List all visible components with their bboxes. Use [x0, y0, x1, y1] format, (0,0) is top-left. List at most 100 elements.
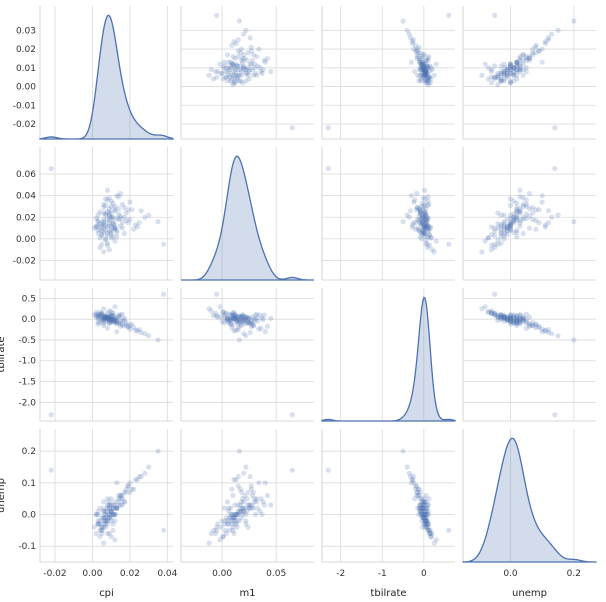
scatter-point [119, 322, 126, 328]
scatter-point [230, 61, 236, 67]
scatter-point [247, 329, 253, 336]
scatter-point [104, 242, 111, 248]
scatter-point [422, 68, 428, 75]
scatter-point [511, 214, 517, 220]
scatter-point [498, 72, 504, 78]
scatter-point [498, 230, 504, 237]
scatter-point [123, 489, 129, 495]
scatter-point [101, 306, 107, 312]
scatter-point [422, 499, 428, 505]
scatter-point [520, 317, 526, 323]
scatter-point [419, 53, 426, 60]
scatter-point [409, 477, 415, 483]
scatter-point [247, 473, 253, 480]
scatter-point [134, 477, 141, 483]
scatter-point [427, 224, 434, 230]
scatter-point [492, 74, 498, 80]
scatter-point [114, 480, 120, 486]
scatter-point [114, 320, 120, 326]
scatter-point [110, 318, 116, 324]
scatter-point [517, 187, 523, 193]
scatter-point [213, 530, 219, 537]
scatter-point [230, 310, 236, 316]
scatter-point [106, 502, 112, 508]
scatter-point [112, 318, 118, 324]
scatter-point [233, 327, 239, 333]
scatter-point [495, 72, 501, 78]
scatter-point [260, 67, 266, 73]
scatter-point [101, 314, 107, 321]
scatter-point [232, 312, 238, 318]
scatter-point [423, 511, 429, 518]
scatter-point [104, 530, 111, 537]
scatter-point [102, 508, 109, 514]
scatter-point [423, 78, 429, 84]
scatter-point [250, 52, 257, 58]
scatter-point [417, 67, 423, 73]
scatter-point [229, 324, 235, 331]
scatter-point [422, 518, 428, 524]
scatter-point [424, 234, 431, 240]
scatter-point [262, 329, 268, 335]
scatter-point [526, 322, 533, 328]
scatter-point [99, 228, 105, 234]
scatter-point [409, 224, 415, 230]
scatter-point [485, 65, 491, 71]
scatter-point [106, 320, 112, 326]
scatter-point [243, 27, 249, 33]
scatter-point [425, 223, 431, 229]
scatter-point [246, 68, 252, 75]
scatter-point [511, 72, 517, 78]
scatter-point [498, 78, 504, 84]
scatter-point [238, 499, 245, 505]
x-tick-label: 0.00 [212, 569, 232, 579]
scatter-point [104, 505, 111, 511]
scatter-point [507, 70, 514, 77]
y-tick-label: -0.1 [18, 542, 36, 552]
scatter-point [514, 217, 520, 224]
scatter-point [517, 53, 523, 60]
scatter-point [229, 76, 235, 82]
scatter-point [234, 76, 240, 82]
y-tick-label: 0.0 [22, 315, 37, 325]
scatter-point [514, 320, 520, 326]
scatter-point [235, 48, 241, 54]
scatter-point [95, 521, 101, 527]
scatter-point [485, 235, 491, 241]
scatter-point [526, 53, 533, 60]
scatter-point [418, 221, 424, 227]
scatter-point [231, 530, 237, 537]
scatter-point [514, 68, 520, 75]
scatter-point [235, 511, 241, 518]
x-tick-label: -1 [378, 569, 387, 579]
scatter-point [99, 530, 105, 537]
scatter-point [411, 199, 417, 205]
scatter-point [210, 312, 217, 319]
scatter-point [417, 65, 424, 71]
scatter-point [238, 322, 245, 329]
scatter-point [104, 508, 111, 514]
scatter-point [420, 195, 427, 201]
scatter-point [424, 241, 430, 247]
scatter-point [257, 508, 263, 514]
scatter-point [406, 31, 412, 37]
scatter-point [421, 67, 427, 73]
scatter-point [501, 221, 507, 227]
scatter-point [213, 310, 219, 316]
scatter-point [419, 511, 425, 518]
scatter-point [219, 70, 225, 77]
scatter-point [236, 313, 242, 319]
scatter-point [110, 511, 116, 518]
scatter-point [415, 50, 422, 56]
scatter-point [101, 499, 107, 505]
scatter-point [48, 412, 54, 418]
scatter-point [426, 527, 432, 533]
scatter-point [230, 72, 236, 78]
scatter-point [234, 511, 240, 518]
scatter-point [421, 511, 427, 518]
scatter-point [97, 319, 103, 326]
scatter-point [420, 214, 426, 220]
scatter-point [222, 311, 228, 317]
scatter-point [246, 315, 252, 321]
scatter-point [132, 222, 139, 228]
